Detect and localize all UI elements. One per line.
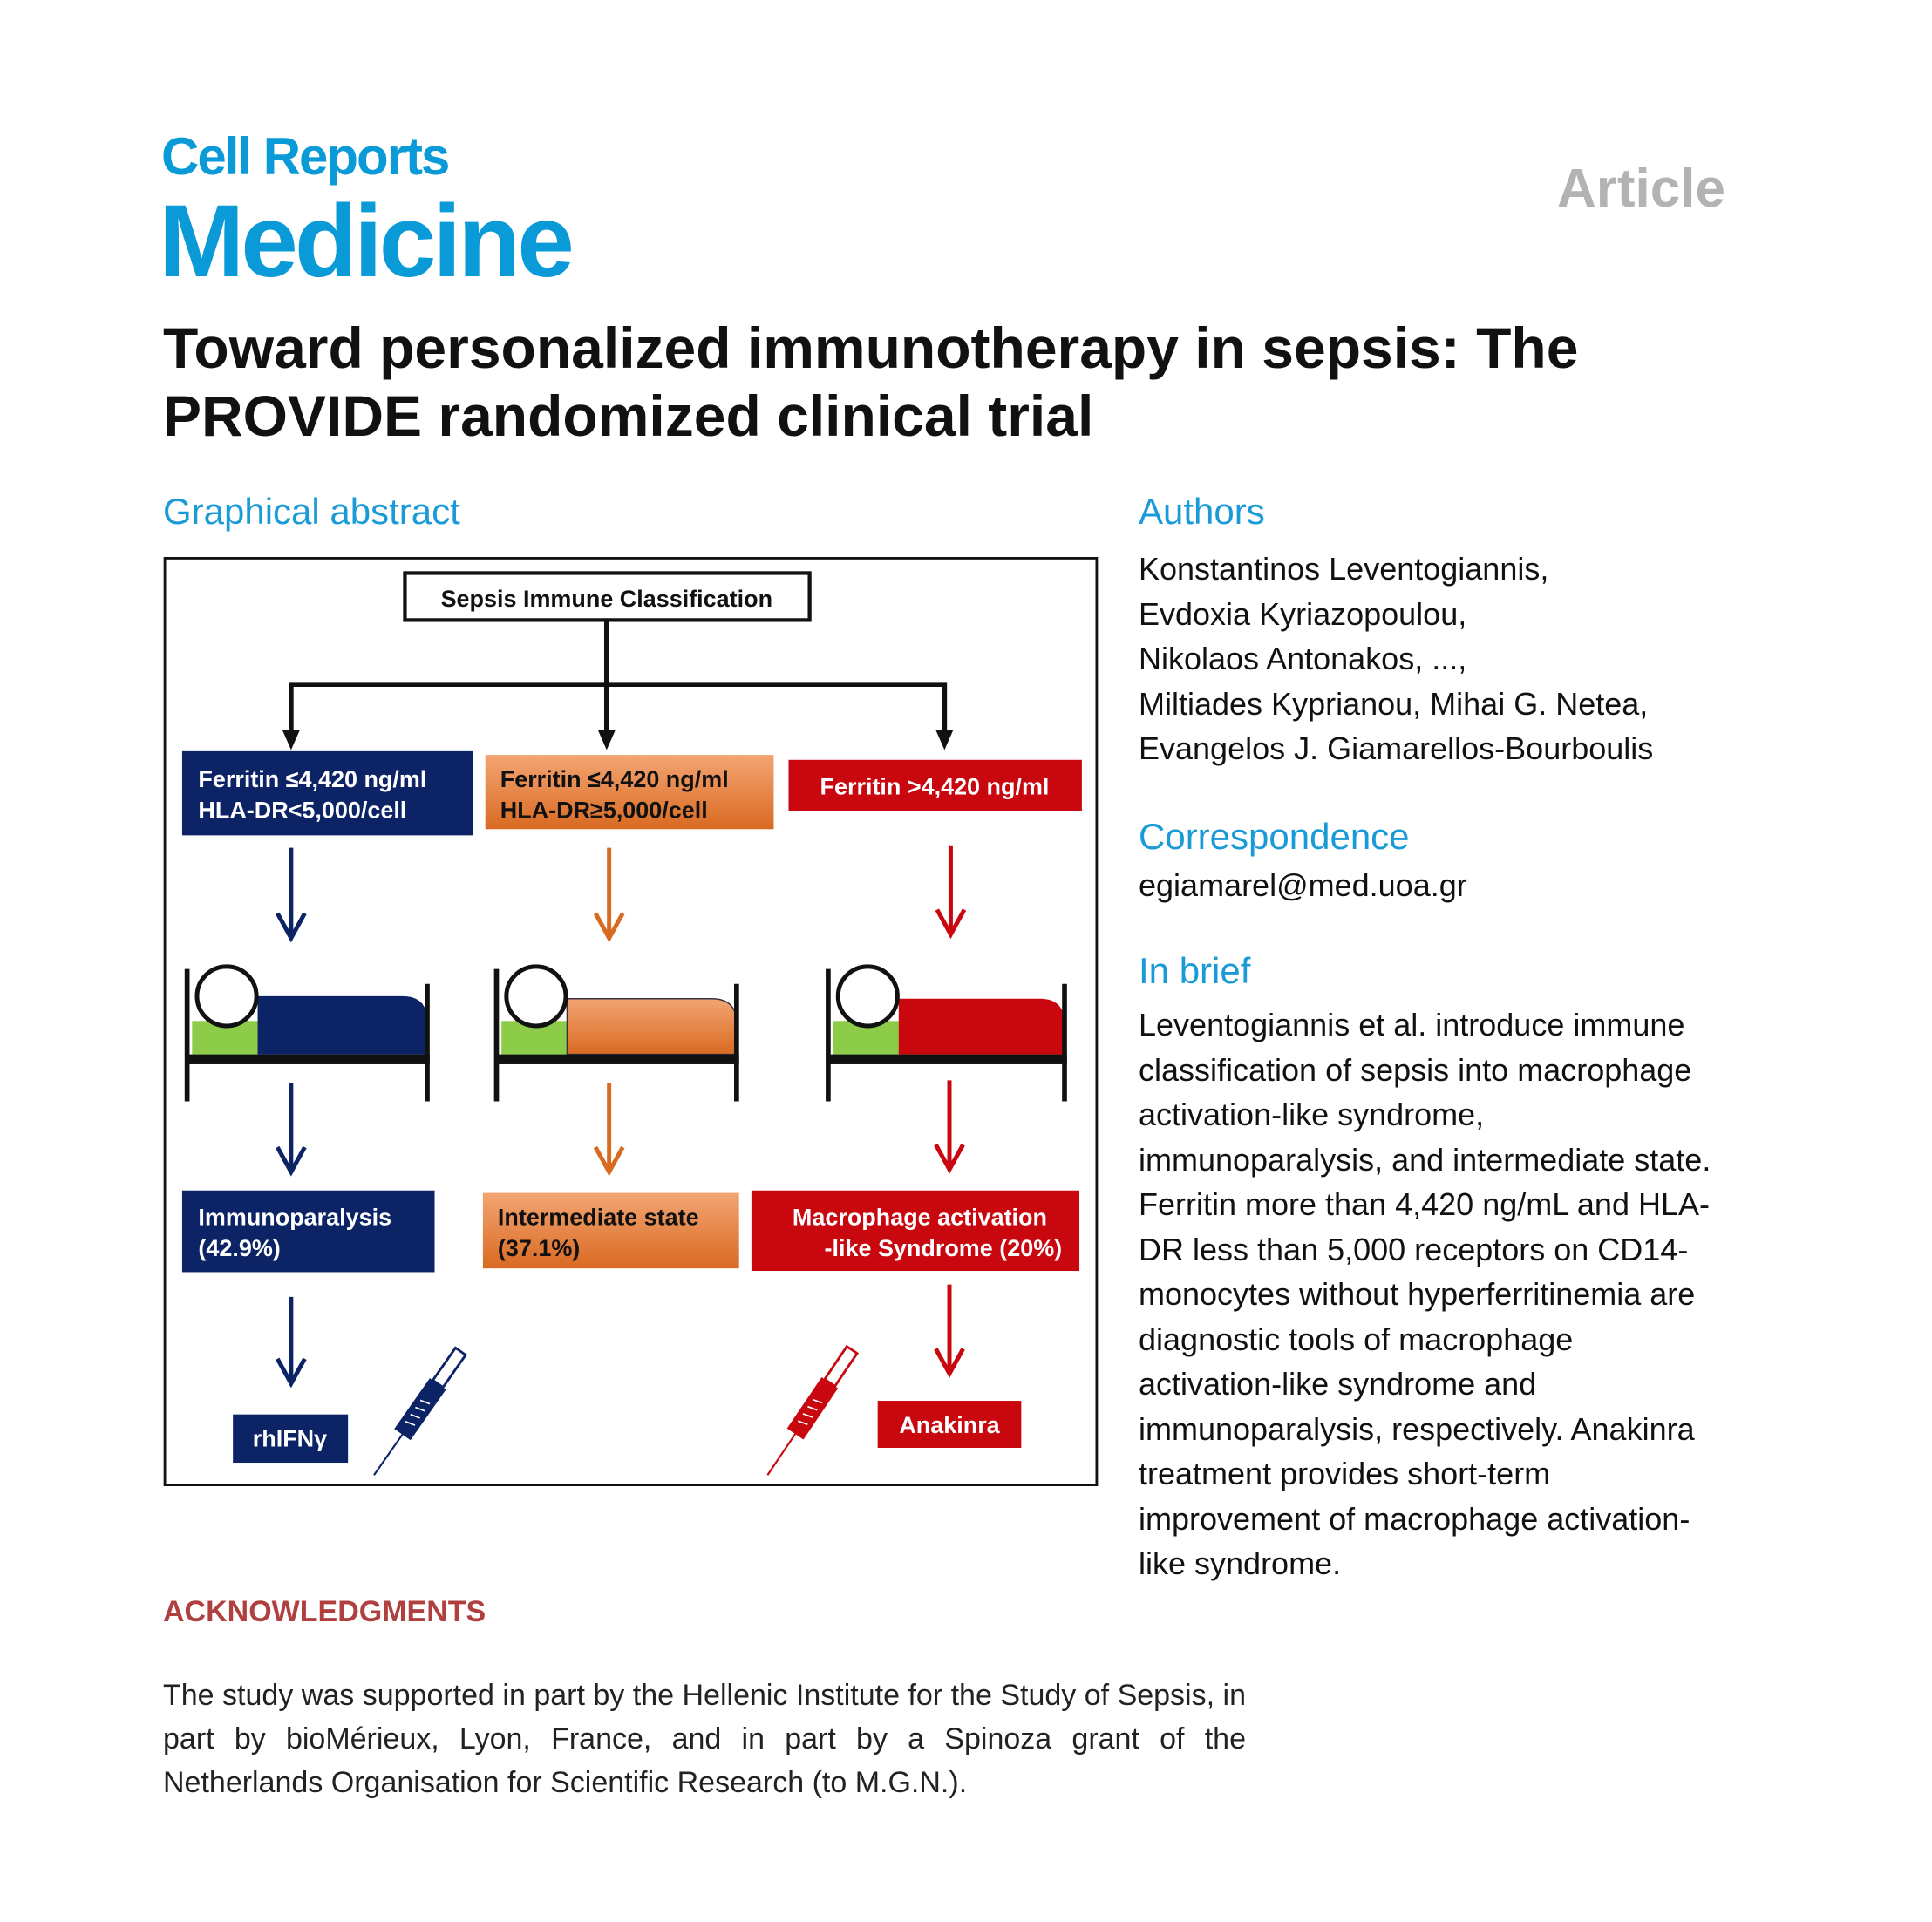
tree-connectors xyxy=(289,620,948,737)
authors-heading: Authors xyxy=(1139,491,1265,532)
title-line: PROVIDE randomized clinical trial xyxy=(163,384,1094,448)
criteria-text: Ferritin ≤4,420 ng/ml xyxy=(500,766,729,792)
outcome-box-mals xyxy=(751,1190,1080,1272)
outcome-text: Macrophage activation xyxy=(793,1204,1047,1230)
root-label: Sepsis Immune Classification xyxy=(441,586,772,612)
correspondence-heading: Correspondence xyxy=(1139,816,1410,857)
criteria-text: HLA-DR≥5,000/cell xyxy=(500,798,708,824)
in-brief-line: Leventogiannis et al. introduce immune xyxy=(1139,1007,1685,1042)
outcome-text: -like Syndrome (20%) xyxy=(825,1235,1063,1261)
authors-list: Konstantinos Leventogiannis, Evdoxia Kyr… xyxy=(1139,547,1653,771)
criteria-box-orange xyxy=(485,755,774,830)
in-brief-line: activation-like syndrome and xyxy=(1139,1366,1537,1402)
bed-icon xyxy=(493,964,739,1102)
in-brief-line: Ferritin more than 4,420 ng/mL and HLA- xyxy=(1139,1186,1710,1222)
treatment-box-rhifng xyxy=(233,1414,349,1464)
in-brief-text: Leventogiannis et al. introduce immune c… xyxy=(1139,1002,1711,1586)
arrows-row3 xyxy=(276,1284,965,1389)
acknowledgments-text: The study was supported in part by the H… xyxy=(163,1679,1246,1799)
correspondence-email[interactable]: egiamarel@med.uoa.gr xyxy=(1139,867,1467,903)
title-line: Toward personalized immunotherapy in sep… xyxy=(163,316,1579,380)
in-brief-line: monocytes without hyperferritinemia are xyxy=(1139,1276,1696,1312)
graphical-abstract-heading: Graphical abstract xyxy=(163,491,460,532)
outcome-text: Intermediate state xyxy=(498,1204,699,1230)
criteria-box-red xyxy=(788,759,1082,811)
tree-arrowheads xyxy=(282,730,954,750)
treatment-label: rhIFNγ xyxy=(253,1426,327,1452)
article-type: Article xyxy=(1557,159,1725,219)
bed-icon xyxy=(826,964,1067,1102)
criteria-text: Ferritin >4,420 ng/ml xyxy=(820,774,1050,800)
in-brief-line: immunoparalysis, and intermediate state. xyxy=(1139,1141,1711,1178)
author-line: Nikolaos Antonakos, ..., xyxy=(1139,641,1467,676)
in-brief-line: improvement of macrophage activation- xyxy=(1139,1500,1690,1537)
in-brief-line: classification of sepsis into macrophage xyxy=(1139,1051,1692,1088)
treatment-box-anakinra xyxy=(877,1401,1022,1448)
in-brief-line: activation-like syndrome, xyxy=(1139,1097,1485,1132)
in-brief-line: DR less than 5,000 receptors on CD14- xyxy=(1139,1231,1689,1267)
author-line: Konstantinos Leventogiannis, xyxy=(1139,551,1549,587)
journal-name-line1: Cell Reports xyxy=(161,127,450,186)
in-brief-line: like syndrome. xyxy=(1139,1545,1342,1581)
outcome-text: (42.9%) xyxy=(198,1235,280,1261)
criteria-text: HLA-DR<5,000/cell xyxy=(198,798,406,824)
author-line: Evangelos J. Giamarellos-Bourboulis xyxy=(1139,730,1654,766)
syringe-icon xyxy=(766,1344,860,1476)
in-brief-line: diagnostic tools of macrophage xyxy=(1139,1321,1574,1357)
acknowledgments-heading: ACKNOWLEDGMENTS xyxy=(163,1595,486,1628)
graphical-abstract: Sepsis Immune Classification Ferritin ≤4… xyxy=(163,557,1099,1486)
author-line: Miltiades Kyprianou, Mihai G. Netea, xyxy=(1139,685,1649,722)
outcome-text: (37.1%) xyxy=(498,1235,580,1261)
arrows-row1 xyxy=(276,845,967,943)
in-brief-line: immunoparalysis, respectively. Anakinra xyxy=(1139,1410,1695,1447)
article-title: Toward personalized immunotherapy in sep… xyxy=(163,314,1820,450)
syringe-icon xyxy=(373,1346,468,1476)
outcome-box-immunoparalysis xyxy=(181,1190,435,1273)
arrows-row2 xyxy=(276,1080,965,1177)
author-line: Evdoxia Kyriazopoulou, xyxy=(1139,595,1467,632)
in-brief-line: treatment provides short-term xyxy=(1139,1456,1551,1491)
outcome-text: Immunoparalysis xyxy=(198,1204,391,1230)
journal-name-line2: Medicine xyxy=(159,184,575,299)
bed-icon xyxy=(184,964,430,1102)
criteria-box-blue xyxy=(181,750,473,836)
outcome-box-intermediate xyxy=(482,1192,739,1269)
treatment-label: Anakinra xyxy=(899,1412,1000,1438)
criteria-text: Ferritin ≤4,420 ng/ml xyxy=(198,766,426,792)
in-brief-heading: In brief xyxy=(1139,950,1251,991)
